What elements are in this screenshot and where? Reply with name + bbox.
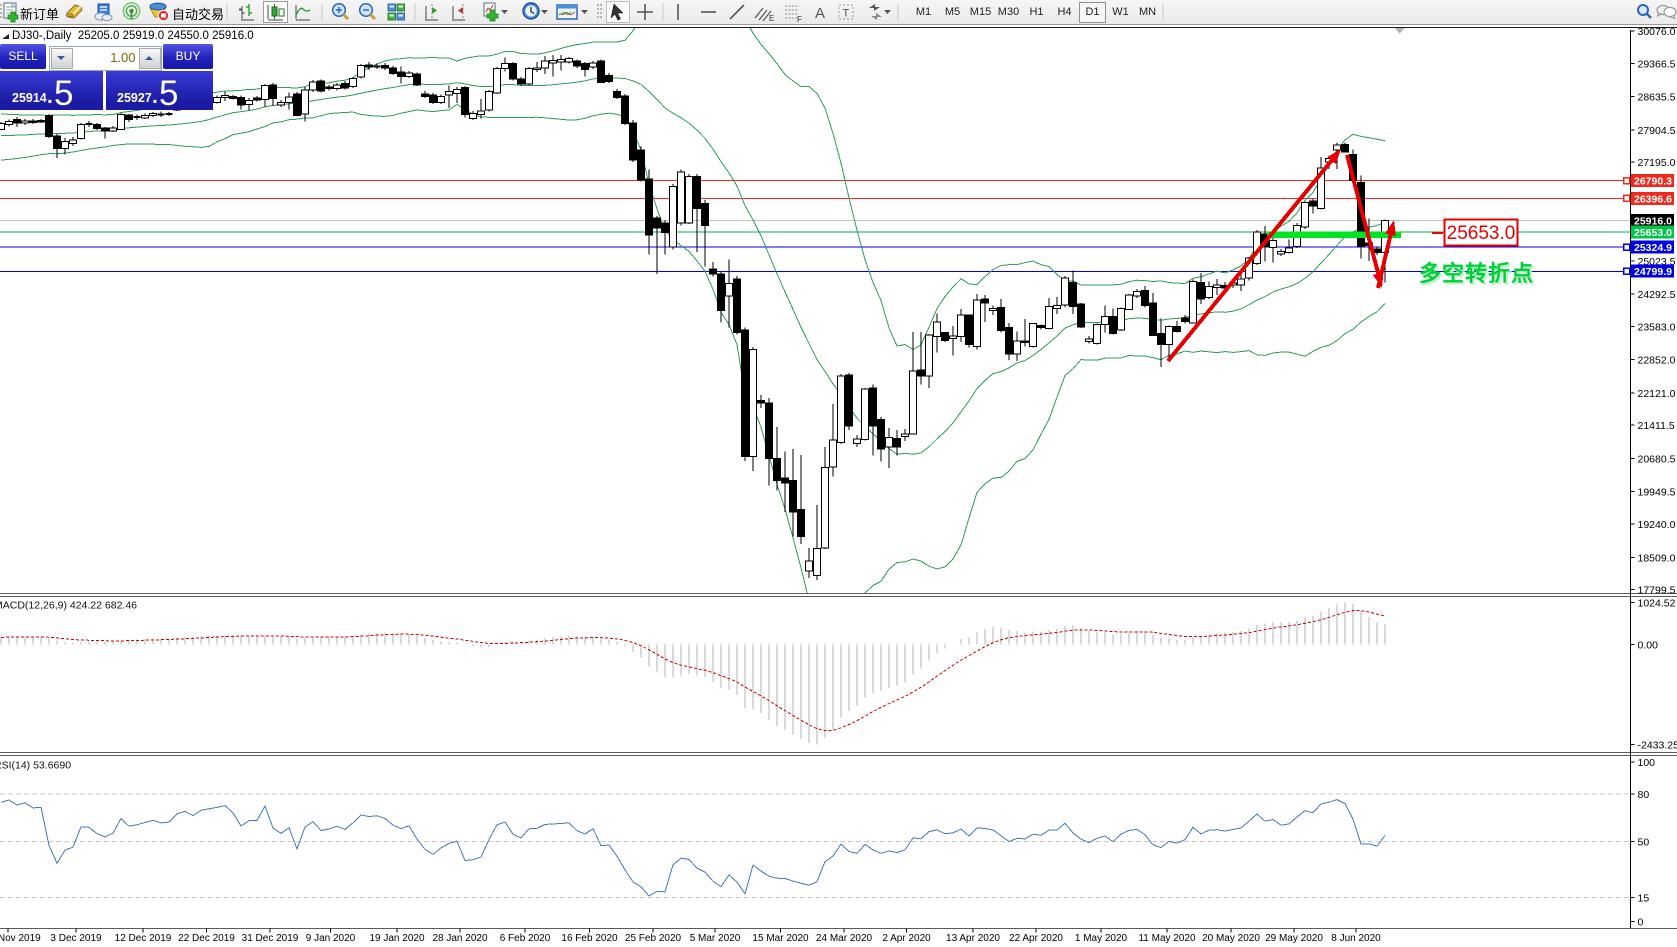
- svg-text:E: E: [769, 14, 774, 23]
- svg-text:多空转折点: 多空转折点: [1421, 263, 1536, 288]
- svg-text:19 Jan 2020: 19 Jan 2020: [369, 933, 424, 944]
- svg-text:多空转折点: 多空转折点: [1419, 261, 1534, 286]
- svg-text:25653.0: 25653.0: [1447, 223, 1516, 244]
- svg-text:27904.5: 27904.5: [1638, 125, 1676, 137]
- svg-text:RSI(14) 53.6690: RSI(14) 53.6690: [0, 760, 71, 772]
- svg-text:5 Mar 2020: 5 Mar 2020: [690, 933, 741, 944]
- svg-text:20 May 2020: 20 May 2020: [1202, 933, 1260, 944]
- svg-text:T: T: [843, 8, 850, 20]
- svg-text:11 May 2020: 11 May 2020: [1138, 933, 1196, 944]
- svg-text:29 May 2020: 29 May 2020: [1265, 933, 1323, 944]
- svg-text:26790.3: 26790.3: [1634, 176, 1672, 188]
- svg-text:1024.52: 1024.52: [1638, 598, 1676, 610]
- svg-text:100: 100: [1638, 757, 1656, 769]
- svg-text:30076.0: 30076.0: [1638, 26, 1676, 38]
- svg-text:27195.0: 27195.0: [1638, 157, 1676, 169]
- svg-text:1 May 2020: 1 May 2020: [1075, 933, 1128, 944]
- svg-text:25653.0: 25653.0: [1634, 227, 1672, 239]
- svg-text:25 Nov 2019: 25 Nov 2019: [0, 933, 41, 944]
- svg-text:13 Apr 2020: 13 Apr 2020: [946, 933, 1000, 944]
- svg-text:21411.5: 21411.5: [1638, 420, 1675, 432]
- svg-text:12 Dec 2019: 12 Dec 2019: [115, 933, 172, 944]
- svg-text:26396.6: 26396.6: [1634, 193, 1672, 205]
- svg-text:28 Jan 2020: 28 Jan 2020: [432, 933, 487, 944]
- svg-text:20680.5: 20680.5: [1638, 454, 1676, 466]
- svg-text:25 Feb 2020: 25 Feb 2020: [625, 933, 682, 944]
- svg-text:8 Jun 2020: 8 Jun 2020: [1331, 933, 1381, 944]
- svg-text:80: 80: [1638, 789, 1650, 801]
- svg-text:50: 50: [1638, 837, 1650, 849]
- svg-text:3 Dec 2019: 3 Dec 2019: [50, 933, 102, 944]
- svg-text:A: A: [815, 5, 825, 22]
- svg-text:25324.9: 25324.9: [1634, 242, 1672, 254]
- svg-text:22 Apr 2020: 22 Apr 2020: [1009, 933, 1063, 944]
- svg-text:6 Feb 2020: 6 Feb 2020: [500, 933, 551, 944]
- svg-text:23583.0: 23583.0: [1638, 321, 1676, 333]
- svg-text:22 Dec 2019: 22 Dec 2019: [178, 933, 235, 944]
- svg-text:24 Mar 2020: 24 Mar 2020: [816, 933, 873, 944]
- svg-text:31 Dec 2019: 31 Dec 2019: [242, 933, 299, 944]
- svg-text:9 Jan 2020: 9 Jan 2020: [306, 933, 356, 944]
- svg-text:17799.5: 17799.5: [1638, 585, 1676, 597]
- svg-text:15 Mar 2020: 15 Mar 2020: [752, 933, 809, 944]
- svg-text:16 Feb 2020: 16 Feb 2020: [561, 933, 618, 944]
- svg-text:22852.0: 22852.0: [1638, 355, 1676, 367]
- svg-text:F: F: [797, 15, 802, 24]
- svg-text:19240.0: 19240.0: [1638, 519, 1676, 531]
- svg-text:25916.0: 25916.0: [1634, 215, 1672, 227]
- svg-text:29366.5: 29366.5: [1638, 58, 1676, 70]
- svg-text:18509.0: 18509.0: [1638, 552, 1676, 564]
- svg-text:0: 0: [1638, 916, 1644, 928]
- svg-text:0.00: 0.00: [1638, 640, 1659, 652]
- svg-text:2 Apr 2020: 2 Apr 2020: [882, 933, 931, 944]
- svg-text:24292.5: 24292.5: [1638, 289, 1676, 301]
- svg-text:22121.0: 22121.0: [1638, 388, 1676, 400]
- svg-text:28635.5: 28635.5: [1638, 92, 1676, 104]
- svg-text:24799.9: 24799.9: [1634, 266, 1672, 278]
- svg-text:-2433.25: -2433.25: [1638, 739, 1677, 751]
- svg-text:15: 15: [1638, 892, 1650, 904]
- svg-text:MACD(12,26,9) 424.22 682.46: MACD(12,26,9) 424.22 682.46: [0, 600, 137, 612]
- svg-text:19949.5: 19949.5: [1638, 487, 1676, 499]
